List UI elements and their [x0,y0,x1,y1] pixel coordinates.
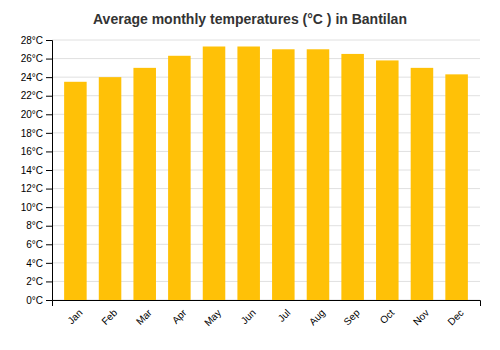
bar [237,47,260,301]
bar [272,49,295,300]
y-tick-label: 8°C [26,220,43,231]
x-tick-label: Jul [276,307,293,324]
y-tick-mark [46,96,52,97]
y-tick: 4°C [26,258,52,269]
y-tick: 20°C [21,109,52,120]
y-tick-label: 20°C [21,109,43,120]
y-tick-mark [46,77,52,78]
x-tick-label: Jun [239,307,258,326]
y-tick-label: 12°C [21,183,43,194]
y-tick-label: 6°C [26,239,43,250]
y-tick: 18°C [21,128,52,139]
x-tick-label: Sep [341,307,362,328]
y-tick-mark [46,300,52,301]
x-tick-label: Oct [378,307,397,326]
x-tick: Aug [307,307,327,327]
y-tick-label: 14°C [21,165,43,176]
bars [64,47,468,301]
x-tick-label: Dec [445,307,465,327]
y-tick-mark [46,133,52,134]
y-tick: 24°C [21,72,52,83]
y-tick-mark [46,281,52,282]
x-tick: Mar [134,307,154,327]
y-tick: 12°C [21,183,52,194]
y-tick-mark [46,114,52,115]
y-tick-mark [46,40,52,41]
bar [64,82,87,300]
x-tick-label: Nov [411,307,431,327]
y-tick-label: 28°C [21,35,43,46]
x-tick: Dec [445,307,465,327]
x-tick-label: Apr [170,307,189,326]
y-tick-label: 4°C [26,258,43,269]
x-tick-label: Mar [134,307,154,327]
y-tick: 26°C [21,53,52,64]
y-tick-mark [46,207,52,208]
x-tick: May [202,307,223,328]
bar [307,49,330,300]
bar [376,60,399,300]
y-axis: 0°C 2°C 4°C 6°C 8°C 10°C 12°C 14°C 16°C 18°C 20°C 2… [21,35,53,306]
plot: 0°C 2°C 4°C 6°C 8°C 10°C 12°C 14°C 16°C 18°C 20°C 2… [21,35,481,329]
title: Average monthly temperatures (°C ) in Ba… [93,11,407,27]
x-tick: Feb [99,307,119,327]
y-tick-mark [46,263,52,264]
y-tick-label: 16°C [21,146,43,157]
x-tick-label: Aug [307,307,327,327]
grid [52,40,480,300]
y-tick-mark [46,151,52,152]
x-tick-label: Feb [99,307,119,327]
y-tick-label: 0°C [26,295,43,306]
y-axis-line [46,41,53,301]
bar [99,77,122,300]
chart: 0°C 2°C 4°C 6°C 8°C 10°C 12°C 14°C 16°C 18°C 20°C 2… [0,0,500,350]
y-tick-label: 26°C [21,53,43,64]
y-tick: 8°C [26,220,52,231]
x-tick-label: May [202,307,223,328]
bar [133,68,156,300]
x-tick: Jul [276,307,293,324]
y-tick-label: 22°C [21,90,43,101]
y-tick: 6°C [26,239,52,250]
x-axis-line [53,301,481,307]
x-tick: Oct [378,307,397,326]
y-tick: 16°C [21,146,52,157]
y-tick-mark [46,189,52,190]
grid-line [52,40,480,41]
y-tick: 10°C [21,202,52,213]
bar [341,54,364,300]
y-tick-label: 2°C [26,276,43,287]
y-tick-mark [46,244,52,245]
y-tick-label: 24°C [21,72,43,83]
y-tick: 22°C [21,90,52,101]
y-tick-mark [46,59,52,60]
x-tick: Sep [341,307,362,328]
y-tick: 0°C [26,295,52,306]
y-tick: 28°C [21,35,52,46]
x-tick: Nov [411,307,431,327]
x-tick: Jan [65,307,84,326]
x-axis: Jan Feb Mar Apr May Jun Jul Aug Sep Oct Nov Dec [53,301,481,329]
x-tick: Apr [170,307,189,326]
bar [168,56,191,300]
y-tick-label: 18°C [21,128,43,139]
y-tick: 2°C [26,276,52,287]
bar [411,68,434,300]
y-tick: 14°C [21,165,52,176]
y-tick-label: 10°C [21,202,43,213]
x-tick-label: Jan [65,307,84,326]
grid-line [52,58,480,59]
x-tick: Jun [239,307,258,326]
bar [203,47,226,301]
y-tick-mark [46,170,52,171]
bar [445,74,468,300]
y-tick-mark [46,226,52,227]
